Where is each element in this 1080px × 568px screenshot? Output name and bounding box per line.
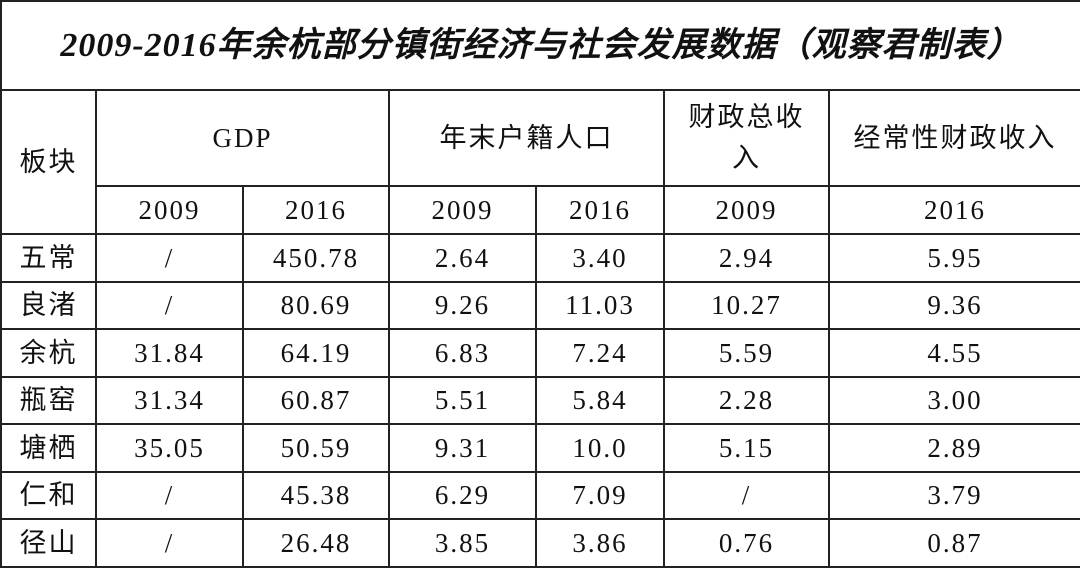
- header-row: 板块 GDP 年末户籍人口 财政总收入 经常性财政收入: [0, 88, 1080, 236]
- data-cell: 64.19: [242, 328, 390, 378]
- data-cell: 7.09: [535, 470, 665, 521]
- data-cell: /: [95, 470, 244, 521]
- data-row: 五常/450.78 2.64 3.40 2.94 5.95: [0, 233, 1080, 283]
- row-label: 五常: [0, 233, 97, 283]
- header-cell: 年末户籍人口: [388, 88, 665, 187]
- data-cell: 3.79: [827, 470, 1080, 521]
- row-label: 良渚: [0, 280, 97, 331]
- data-cell: 6.83: [388, 328, 537, 378]
- data-cell: 35.05: [95, 423, 244, 473]
- data-cell: 3.85: [388, 518, 537, 568]
- data-cell: 3.40: [535, 233, 665, 283]
- header-cell: GDP: [95, 88, 390, 187]
- data-cell: 9.26: [388, 280, 537, 331]
- data-cell: 2.94: [663, 233, 830, 283]
- data-cell: 50.59: [242, 423, 390, 473]
- year-cell: 2009: [388, 184, 537, 236]
- data-cell: 4.55: [827, 328, 1080, 378]
- header-cell: 财政总收入: [663, 88, 830, 187]
- data-cell: 10.27: [663, 280, 830, 331]
- row-label: 仁和: [0, 470, 97, 521]
- data-row: 良渚/80.69 9.26 11.03 10.27 9.36: [0, 280, 1080, 331]
- data-cell: 5.51: [388, 375, 537, 426]
- year-cell: 2009: [663, 184, 830, 236]
- data-cell: 6.29: [388, 470, 537, 521]
- data-cell: 45.38: [242, 470, 390, 521]
- data-cell: 450.78: [242, 233, 390, 283]
- year-row: 2009 2016 2009 2016 2009 2016: [1, 184, 1080, 236]
- data-cell: 31.34: [95, 375, 244, 426]
- row-label: 塘栖: [0, 423, 97, 473]
- data-row: 塘栖 35.05 50.59 9.31 10.0 5.15 2.89: [0, 423, 1080, 473]
- year-cell: 2016: [827, 184, 1080, 236]
- data-cell: 3.86: [535, 518, 665, 568]
- year-cell: 2016: [242, 184, 390, 236]
- data-cell: 5.84: [535, 375, 665, 426]
- row-label: 径山: [0, 518, 97, 568]
- data-cell: 3.00: [827, 375, 1080, 426]
- data-cell: 31.84: [95, 328, 244, 378]
- title-row: 2009-2016年余杭部分镇街经济与社会发展数据（观察君制表）: [0, 0, 1080, 91]
- data-cell: 60.87: [242, 375, 390, 426]
- header-cell: 板块: [0, 88, 97, 236]
- data-cell: 5.95: [827, 233, 1080, 283]
- row-label: 余杭: [0, 328, 97, 378]
- data-cell: 11.03: [535, 280, 665, 331]
- data-cell: /: [95, 280, 244, 331]
- data-cell: 5.15: [663, 423, 830, 473]
- data-cell: 0.76: [663, 518, 830, 568]
- data-cell: /: [95, 233, 244, 283]
- data-cell: 10.0: [535, 423, 665, 473]
- data-cell: 2.64: [388, 233, 537, 283]
- data-row: 仁和/45.38 6.29 7.09/3.79: [0, 470, 1080, 521]
- data-cell: 7.24: [535, 328, 665, 378]
- header-cell: 经常性财政收入: [827, 88, 1080, 187]
- row-label: 瓶窑: [0, 375, 97, 426]
- table-title: 2009-2016年余杭部分镇街经济与社会发展数据（观察君制表）: [0, 0, 1080, 91]
- data-cell: 5.59: [663, 328, 830, 378]
- data-cell: /: [95, 518, 244, 568]
- data-cell: 0.87: [827, 518, 1080, 568]
- data-cell: 2.28: [663, 375, 830, 426]
- year-cell: 2016: [535, 184, 665, 236]
- data-row: 瓶窑 31.34 60.87 5.51 5.84 2.28 3.00: [0, 375, 1080, 426]
- year-cell: 2009: [95, 184, 244, 236]
- data-row: 径山/26.48 3.85 3.86 0.76 0.87: [0, 518, 1080, 568]
- data-row: 余杭 31.84 64.19 6.83 7.24 5.59 4.55: [0, 328, 1080, 378]
- data-cell: 9.36: [827, 280, 1080, 331]
- data-cell: 80.69: [242, 280, 390, 331]
- data-cell: 9.31: [388, 423, 537, 473]
- data-cell: /: [663, 470, 830, 521]
- data-cell: 2.89: [827, 423, 1080, 473]
- data-cell: 26.48: [242, 518, 390, 568]
